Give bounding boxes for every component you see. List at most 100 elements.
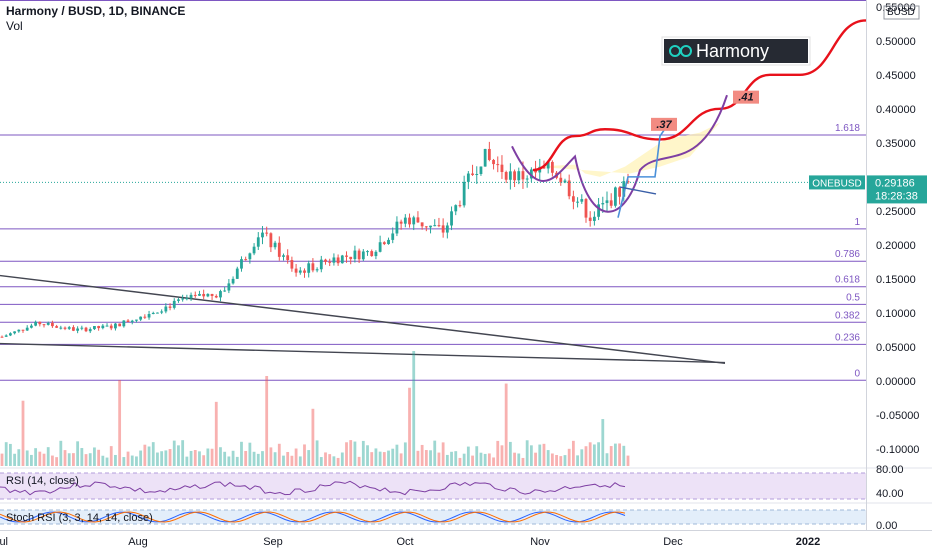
candle-body [214,295,218,298]
price-tick-label: -0.05000 [876,410,919,422]
candle-body [563,180,567,183]
candle-body [361,251,365,260]
candle-body [240,259,243,269]
candle-body [4,335,8,337]
candle-body [521,171,525,180]
candle-body [55,326,59,328]
volume-bar [172,440,176,466]
volume-bar [445,454,449,466]
volume-bar [555,454,558,466]
volume-bar [294,448,298,466]
volume-bar [214,401,218,466]
volume-bar [177,445,180,466]
volume-bar [93,447,96,466]
volume-bar [382,452,386,466]
trendline-lower [0,342,726,364]
volume-bar [265,376,269,466]
price-tick-label: 0.50000 [876,36,916,48]
cup-highlight [535,122,720,177]
time-tick-label: Sep [263,536,283,548]
volume-bar [156,452,159,466]
volume-bar [441,442,445,466]
volume-bar [42,453,46,466]
volume-bar [563,455,567,466]
volume-bar [387,450,390,466]
candle-body [122,320,126,327]
volume-bar [84,454,88,466]
candle-body [231,278,235,284]
candle-body [450,211,453,226]
candle-body [0,336,4,338]
fib-label: 1.618 [835,123,860,134]
volume-bar [420,444,424,466]
volume-bar [492,457,495,466]
candle-body [475,173,479,175]
symbol-header: Harmony / BUSD, 1D, BINANCE [6,4,185,18]
price-tag[interactable] [867,175,927,204]
volume-bar [223,451,227,466]
candle-body [576,201,579,203]
candle-body [168,306,172,308]
volume-bar [114,454,117,466]
volume-bar [277,443,281,466]
candle-body [454,205,458,212]
volume-bar [235,456,239,466]
candle-body [189,294,193,299]
time-axis[interactable]: Jul Aug Sep Oct Nov Dec 2022 [0,530,932,549]
volume-bar [513,452,516,466]
price-tag-countdown: 18:28:38 [875,190,918,202]
volume-bar [378,451,382,466]
candle-body [172,300,176,308]
candle-body [311,263,315,271]
volume-bar [613,443,617,466]
candle-body [395,221,399,234]
candle-body [181,298,185,300]
candle-body [273,242,277,248]
volume-bar [198,451,201,466]
candle-body [412,217,416,225]
volume-bar [63,450,67,466]
candle-body [357,250,361,260]
volume-bar [290,455,294,466]
volume-bar [504,383,508,466]
candle-body [605,200,609,204]
volume-bar [122,457,126,466]
volume-bar [550,453,554,466]
volume-bar [479,452,483,466]
volume-bar [471,455,474,466]
volume-bar [181,440,185,466]
volume-bar [193,450,197,466]
volume-bar [542,443,546,466]
time-tick-label: 2022 [796,536,820,548]
candle-body [38,321,42,325]
candle-body [487,148,491,160]
volume-bar [244,450,248,466]
volume-bar [282,455,285,466]
price-axis[interactable]: 0.55000 0.50000 0.45000 0.40000 0.35000 0.250… [0,0,927,532]
volume-bar [286,451,290,466]
annotation-label: .41 [738,92,753,104]
volume-bar [21,400,25,466]
projected-path-tick [619,186,657,195]
volume-bar [496,440,500,466]
volume-bar [206,448,210,466]
candle-body [613,187,617,206]
candle-body [370,251,374,257]
candle-body [571,196,575,202]
annotation-box [733,90,759,104]
candle-body [580,199,584,202]
price-tick-label: 0.05000 [876,342,916,354]
candle-body [282,255,285,257]
symbol-tag[interactable] [809,175,865,190]
candle-body [500,164,504,173]
annotation-box [651,117,677,131]
volume-bar [508,441,512,466]
volume-bar [261,451,264,466]
volume-bar [571,440,575,466]
volume-bar [601,419,605,466]
candle-body [198,293,201,296]
candle-body [298,270,302,273]
candle-body [235,268,239,279]
candle-body [156,312,159,314]
